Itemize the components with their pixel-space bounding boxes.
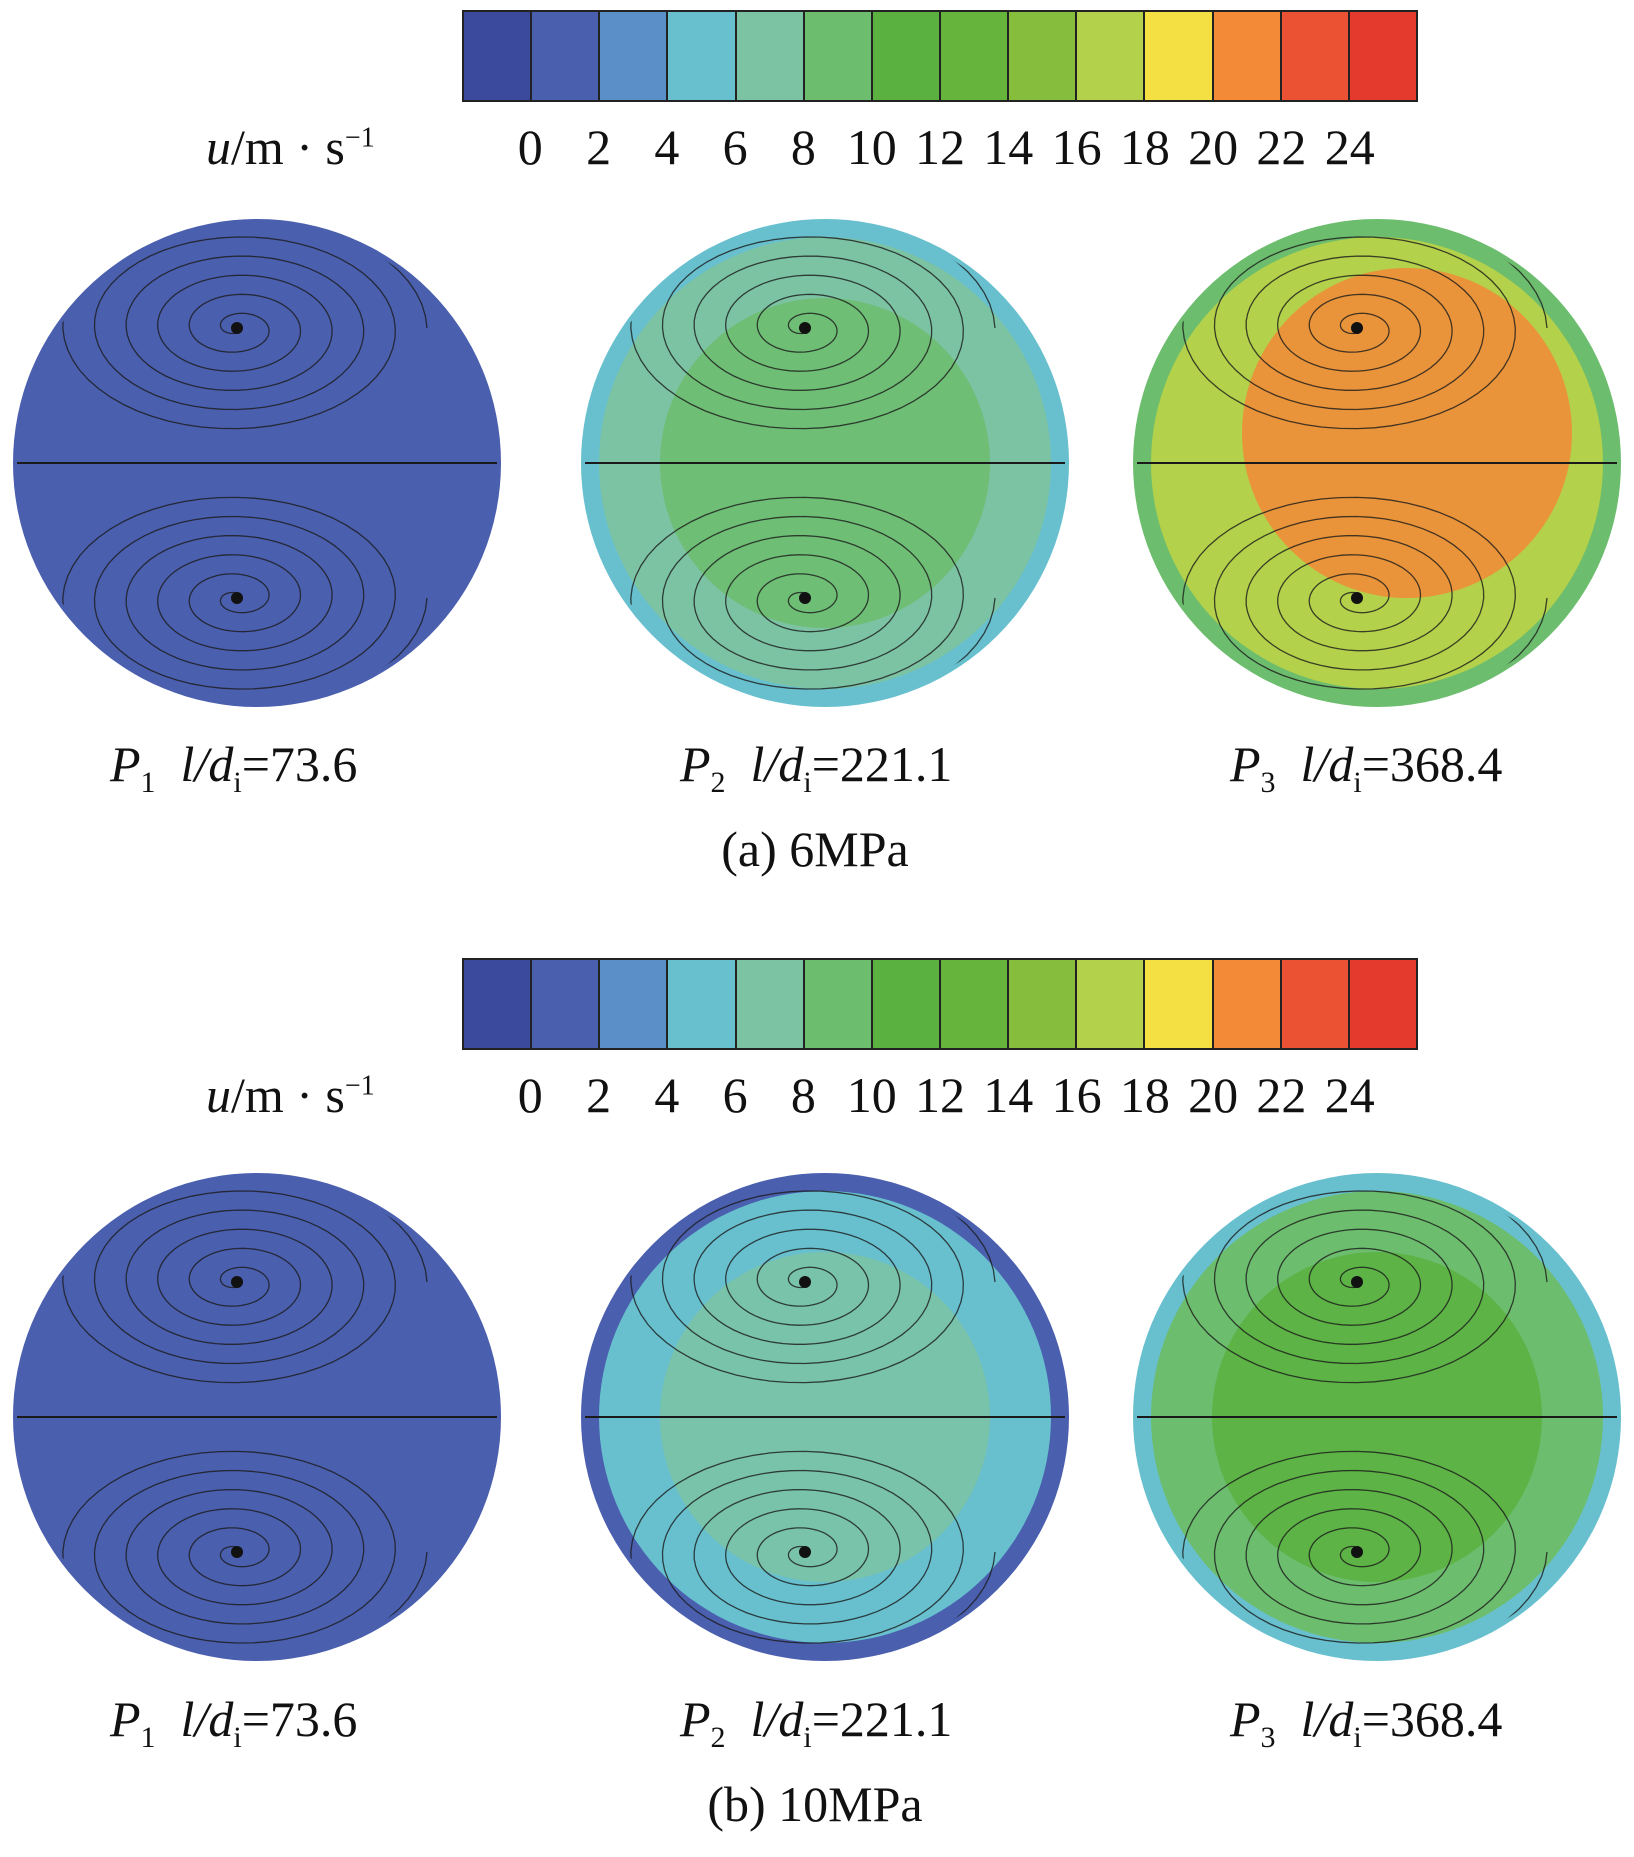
colorbar-tick-label: 16 bbox=[1051, 1067, 1102, 1123]
colorbar-segment bbox=[872, 960, 941, 1048]
colorbar-segment bbox=[1213, 12, 1282, 100]
cross-section-a-p2 bbox=[580, 218, 1070, 708]
colorbar-tick-label: 12 bbox=[915, 1067, 965, 1123]
colorbar-tick-label: 18 bbox=[1119, 1067, 1170, 1123]
colorbar-label-a: u/m · s−1 bbox=[206, 119, 375, 175]
colorbar-tick-label: 24 bbox=[1324, 119, 1375, 175]
colorbar-segment bbox=[532, 12, 601, 100]
cross-section-b-p2 bbox=[580, 1172, 1070, 1662]
colorbar-tick-label: 24 bbox=[1324, 1067, 1375, 1123]
colorbar-label-b: u/m · s−1 bbox=[206, 1067, 375, 1123]
colorbar-tick-label: 8 bbox=[790, 1067, 816, 1123]
cross-section-a-p1 bbox=[12, 218, 502, 708]
colorbar-segment bbox=[1077, 960, 1146, 1048]
colorbar-tick-label: 20 bbox=[1188, 119, 1239, 175]
colorbar-tick-label: 6 bbox=[722, 1067, 748, 1123]
colorbar-segment bbox=[940, 12, 1010, 100]
colorbar-tick-label: 6 bbox=[722, 119, 748, 175]
colorbar-segment bbox=[1349, 12, 1416, 100]
colorbar-segment bbox=[804, 960, 873, 1048]
colorbar-segment bbox=[1349, 960, 1416, 1048]
colorbar-tick-label: 10 bbox=[846, 1067, 897, 1123]
caption-a-p1: P1 l/di=73.6 bbox=[110, 736, 358, 799]
cross-section-a-p3 bbox=[1132, 218, 1622, 708]
caption-b-p1: P1 l/di=73.6 bbox=[110, 1691, 358, 1754]
colorbar-tick-label: 12 bbox=[915, 119, 965, 175]
cross-section-b-p3 bbox=[1132, 1172, 1622, 1662]
colorbar-tick-label: 20 bbox=[1188, 1067, 1239, 1123]
colorbar-segment bbox=[1145, 12, 1214, 100]
velocity-contour-disk bbox=[581, 1173, 1069, 1661]
colorbar-segment bbox=[600, 12, 669, 100]
colorbar-tick-label: 14 bbox=[983, 1067, 1034, 1123]
colorbar-tick-label: 2 bbox=[586, 119, 612, 175]
cross-section-b-p1 bbox=[12, 1172, 502, 1662]
colorbar-tick-label: 8 bbox=[790, 119, 816, 175]
colorbar-segment bbox=[464, 960, 533, 1048]
colorbar-segment bbox=[940, 960, 1010, 1048]
colorbar-segment bbox=[464, 12, 533, 100]
colorbar-tick-label: 22 bbox=[1256, 119, 1307, 175]
colorbar-tick-label: 10 bbox=[846, 119, 897, 175]
colorbar-segment bbox=[736, 12, 805, 100]
colorbar-segment bbox=[668, 960, 737, 1048]
colorbar-tick-label: 14 bbox=[983, 119, 1034, 175]
colorbar-a bbox=[462, 10, 1418, 102]
colorbar-segment bbox=[668, 12, 737, 100]
colorbar-tick-label: 22 bbox=[1256, 1067, 1307, 1123]
velocity-contour-disk bbox=[1133, 1173, 1621, 1661]
velocity-contour-disk bbox=[13, 219, 501, 707]
caption-b-p3: P3 l/di=368.4 bbox=[1230, 1691, 1503, 1754]
colorbar-segment bbox=[1213, 960, 1282, 1048]
colorbar-segment bbox=[600, 960, 669, 1048]
colorbar-tick-label: 0 bbox=[517, 119, 543, 175]
colorbar-segment bbox=[1077, 12, 1146, 100]
colorbar-segment bbox=[736, 960, 805, 1048]
colorbar-segment bbox=[532, 960, 601, 1048]
panel-title-b: (b) 10MPa bbox=[707, 1776, 923, 1832]
colorbar-b bbox=[462, 958, 1418, 1050]
colorbar-tick-label: 4 bbox=[654, 1067, 680, 1123]
colorbar-segment bbox=[804, 12, 873, 100]
velocity-contour-disk bbox=[581, 219, 1069, 707]
colorbar-segment bbox=[1009, 12, 1078, 100]
velocity-contour-disk bbox=[13, 1173, 501, 1661]
caption-a-p3: P3 l/di=368.4 bbox=[1230, 736, 1503, 799]
velocity-contour-disk bbox=[1133, 219, 1621, 707]
caption-b-p2: P2 l/di=221.1 bbox=[680, 1691, 953, 1754]
colorbar-tick-label: 0 bbox=[517, 1067, 543, 1123]
colorbar-segment bbox=[1009, 960, 1078, 1048]
colorbar-segment bbox=[1145, 960, 1214, 1048]
caption-a-p2: P2 l/di=221.1 bbox=[680, 736, 953, 799]
colorbar-segment bbox=[1281, 960, 1350, 1048]
colorbar-tick-label: 18 bbox=[1119, 119, 1170, 175]
colorbar-tick-label: 16 bbox=[1051, 119, 1102, 175]
colorbar-tick-label: 4 bbox=[654, 119, 680, 175]
panel-title-a: (a) 6MPa bbox=[721, 821, 909, 877]
colorbar-tick-label: 2 bbox=[586, 1067, 612, 1123]
colorbar-segment bbox=[1281, 12, 1350, 100]
colorbar-segment bbox=[872, 12, 941, 100]
